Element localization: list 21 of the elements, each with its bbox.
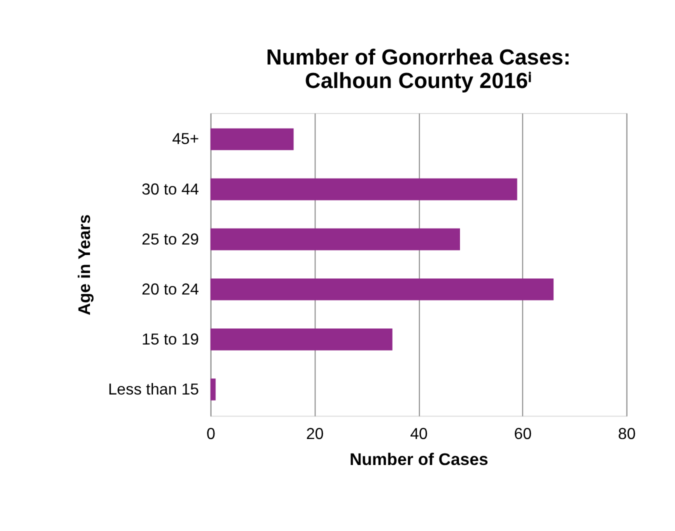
x-tick-label: 0: [206, 426, 216, 444]
x-tick-label: 20: [306, 426, 324, 444]
bar: [210, 328, 392, 350]
bar: [210, 378, 216, 400]
bar: [210, 228, 460, 250]
bar: [210, 128, 294, 150]
x-tick-label: 60: [514, 426, 532, 444]
y-tick-label: 45+: [172, 131, 200, 148]
y-axis-title: Age in Years: [75, 214, 94, 316]
x-tick-label: 80: [618, 426, 636, 444]
y-tick-label: 30 to 44: [142, 181, 200, 198]
y-tick-label: Less than 15: [108, 381, 200, 398]
y-tick-label: 25 to 29: [142, 231, 200, 248]
y-tick-label: 15 to 19: [142, 331, 200, 348]
x-tick-label: 40: [410, 426, 428, 444]
text: Number of Gonorrhea Cases:: [266, 44, 571, 70]
y-tick-label: 20 to 24: [142, 281, 200, 298]
bar: [210, 178, 518, 200]
x-axis-title: Number of Cases: [350, 450, 488, 469]
bar: [210, 278, 554, 300]
text: Calhoun County 2016ⁱ: [304, 68, 532, 94]
